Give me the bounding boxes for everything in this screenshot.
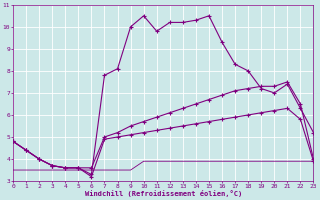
X-axis label: Windchill (Refroidissement éolien,°C): Windchill (Refroidissement éolien,°C) xyxy=(84,190,242,197)
